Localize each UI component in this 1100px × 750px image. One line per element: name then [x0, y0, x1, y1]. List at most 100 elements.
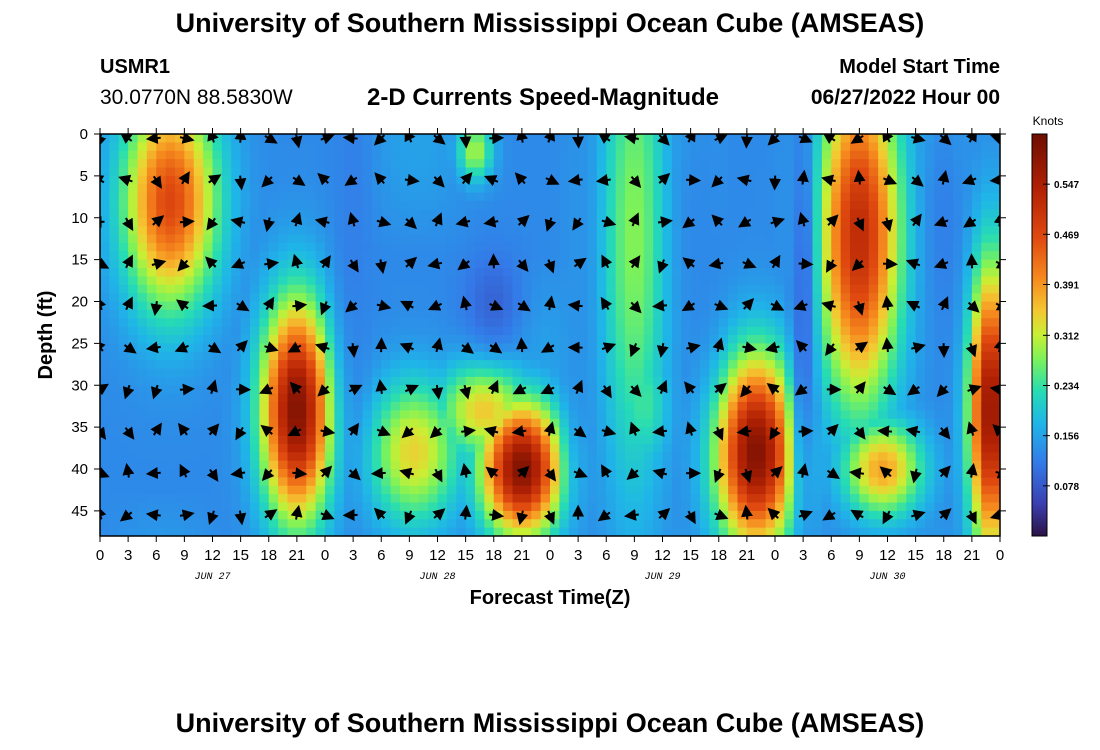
heatmap-cell [165, 318, 176, 328]
heatmap-cell [615, 435, 626, 445]
heatmap-cell [981, 284, 992, 294]
heatmap-cell [512, 192, 523, 202]
heatmap-cell [465, 192, 476, 202]
heatmap-cell [493, 443, 504, 453]
heatmap-cell [193, 234, 204, 244]
heatmap-cell [784, 427, 795, 437]
heatmap-cell [559, 469, 570, 478]
heatmap-cell [203, 192, 214, 202]
current-arrow [150, 301, 163, 317]
heatmap-cell [887, 201, 898, 210]
heatmap-cell [953, 159, 964, 169]
heatmap-cell [343, 460, 354, 470]
heatmap-cell [109, 335, 120, 344]
heatmap-cell [315, 284, 326, 294]
current-arrow [796, 462, 809, 478]
heatmap-cell [193, 318, 204, 328]
heatmap-cell [343, 318, 354, 328]
heatmap-cell [475, 402, 485, 411]
heatmap-cell [203, 452, 214, 462]
heatmap-cell [296, 192, 307, 202]
heatmap-cell [587, 418, 598, 428]
heatmap-cell [550, 268, 560, 277]
heatmap-cell [353, 276, 364, 286]
heatmap-cell [775, 293, 785, 303]
heatmap-cell [165, 443, 176, 453]
heatmap-cell [343, 485, 354, 495]
heatmap-cell [156, 309, 167, 319]
heatmap-cell [381, 502, 392, 512]
heatmap-cell [250, 259, 260, 269]
heatmap-cell [831, 443, 842, 453]
heatmap-cell [212, 226, 223, 236]
heatmap-cell [906, 201, 917, 210]
heatmap-cell [653, 268, 664, 277]
heatmap-cell [793, 519, 804, 529]
heatmap-cell [175, 150, 185, 160]
heatmap-cell [343, 226, 354, 236]
heatmap-cell [428, 318, 439, 328]
heatmap-cell [896, 418, 907, 428]
heatmap-cell [756, 494, 767, 504]
heatmap-cell [859, 293, 870, 303]
heatmap-cell [943, 159, 954, 169]
heatmap-cell [784, 418, 795, 428]
heatmap-cell [128, 443, 139, 453]
heatmap-cell [259, 184, 270, 194]
heatmap-cell [821, 335, 832, 344]
heatmap-cell [943, 150, 954, 160]
heatmap-cell [550, 527, 560, 536]
heatmap-cell [343, 418, 354, 428]
heatmap-cell [221, 452, 232, 462]
heatmap-cell [756, 452, 767, 462]
heatmap-cell [512, 460, 523, 470]
heatmap-cell [587, 376, 598, 386]
heatmap-cell [568, 494, 579, 504]
heatmap-cell [315, 494, 326, 504]
heatmap-cell [887, 268, 898, 277]
heatmap-cell [840, 393, 851, 403]
heatmap-cell [184, 326, 195, 336]
heatmap-cell [287, 351, 298, 361]
heatmap-cell [390, 192, 401, 202]
heatmap-cell [221, 343, 232, 353]
heatmap-cell [596, 485, 607, 495]
heatmap-cell [418, 452, 429, 462]
heatmap-cell [840, 259, 851, 269]
heatmap-cell [437, 427, 448, 437]
heatmap-cell [531, 284, 542, 294]
heatmap-cell [137, 234, 148, 244]
heatmap-cell [953, 142, 964, 152]
heatmap-cell [493, 335, 504, 344]
heatmap-cell [521, 368, 532, 378]
heatmap-cell [137, 519, 148, 529]
heatmap-cell [381, 527, 392, 536]
heatmap-cell [634, 192, 645, 202]
heatmap-cell [156, 134, 167, 143]
heatmap-cell [521, 519, 532, 529]
heatmap-cell [953, 402, 964, 411]
heatmap-cell [812, 477, 823, 487]
heatmap-cell [240, 376, 251, 386]
heatmap-cell [212, 410, 223, 420]
heatmap-cell [353, 234, 364, 244]
heatmap-cell [409, 242, 420, 252]
heatmap-cell [775, 167, 785, 177]
heatmap-cell [193, 159, 204, 169]
heatmap-cell [446, 167, 457, 177]
heatmap-cell [250, 234, 260, 244]
heatmap-cell [353, 209, 364, 219]
heatmap-cell [175, 209, 185, 219]
heatmap-cell [175, 435, 185, 445]
heatmap-cell [868, 184, 879, 194]
heatmap-cell [325, 201, 335, 210]
heatmap-cell [184, 485, 195, 495]
current-arrow [100, 257, 110, 269]
heatmap-cell [850, 351, 860, 361]
heatmap-cell [540, 335, 551, 344]
heatmap-cell [315, 167, 326, 177]
heatmap-cell [559, 393, 570, 403]
heatmap-cell [831, 502, 842, 512]
heatmap-cell [362, 242, 373, 252]
heatmap-cell [859, 142, 870, 152]
